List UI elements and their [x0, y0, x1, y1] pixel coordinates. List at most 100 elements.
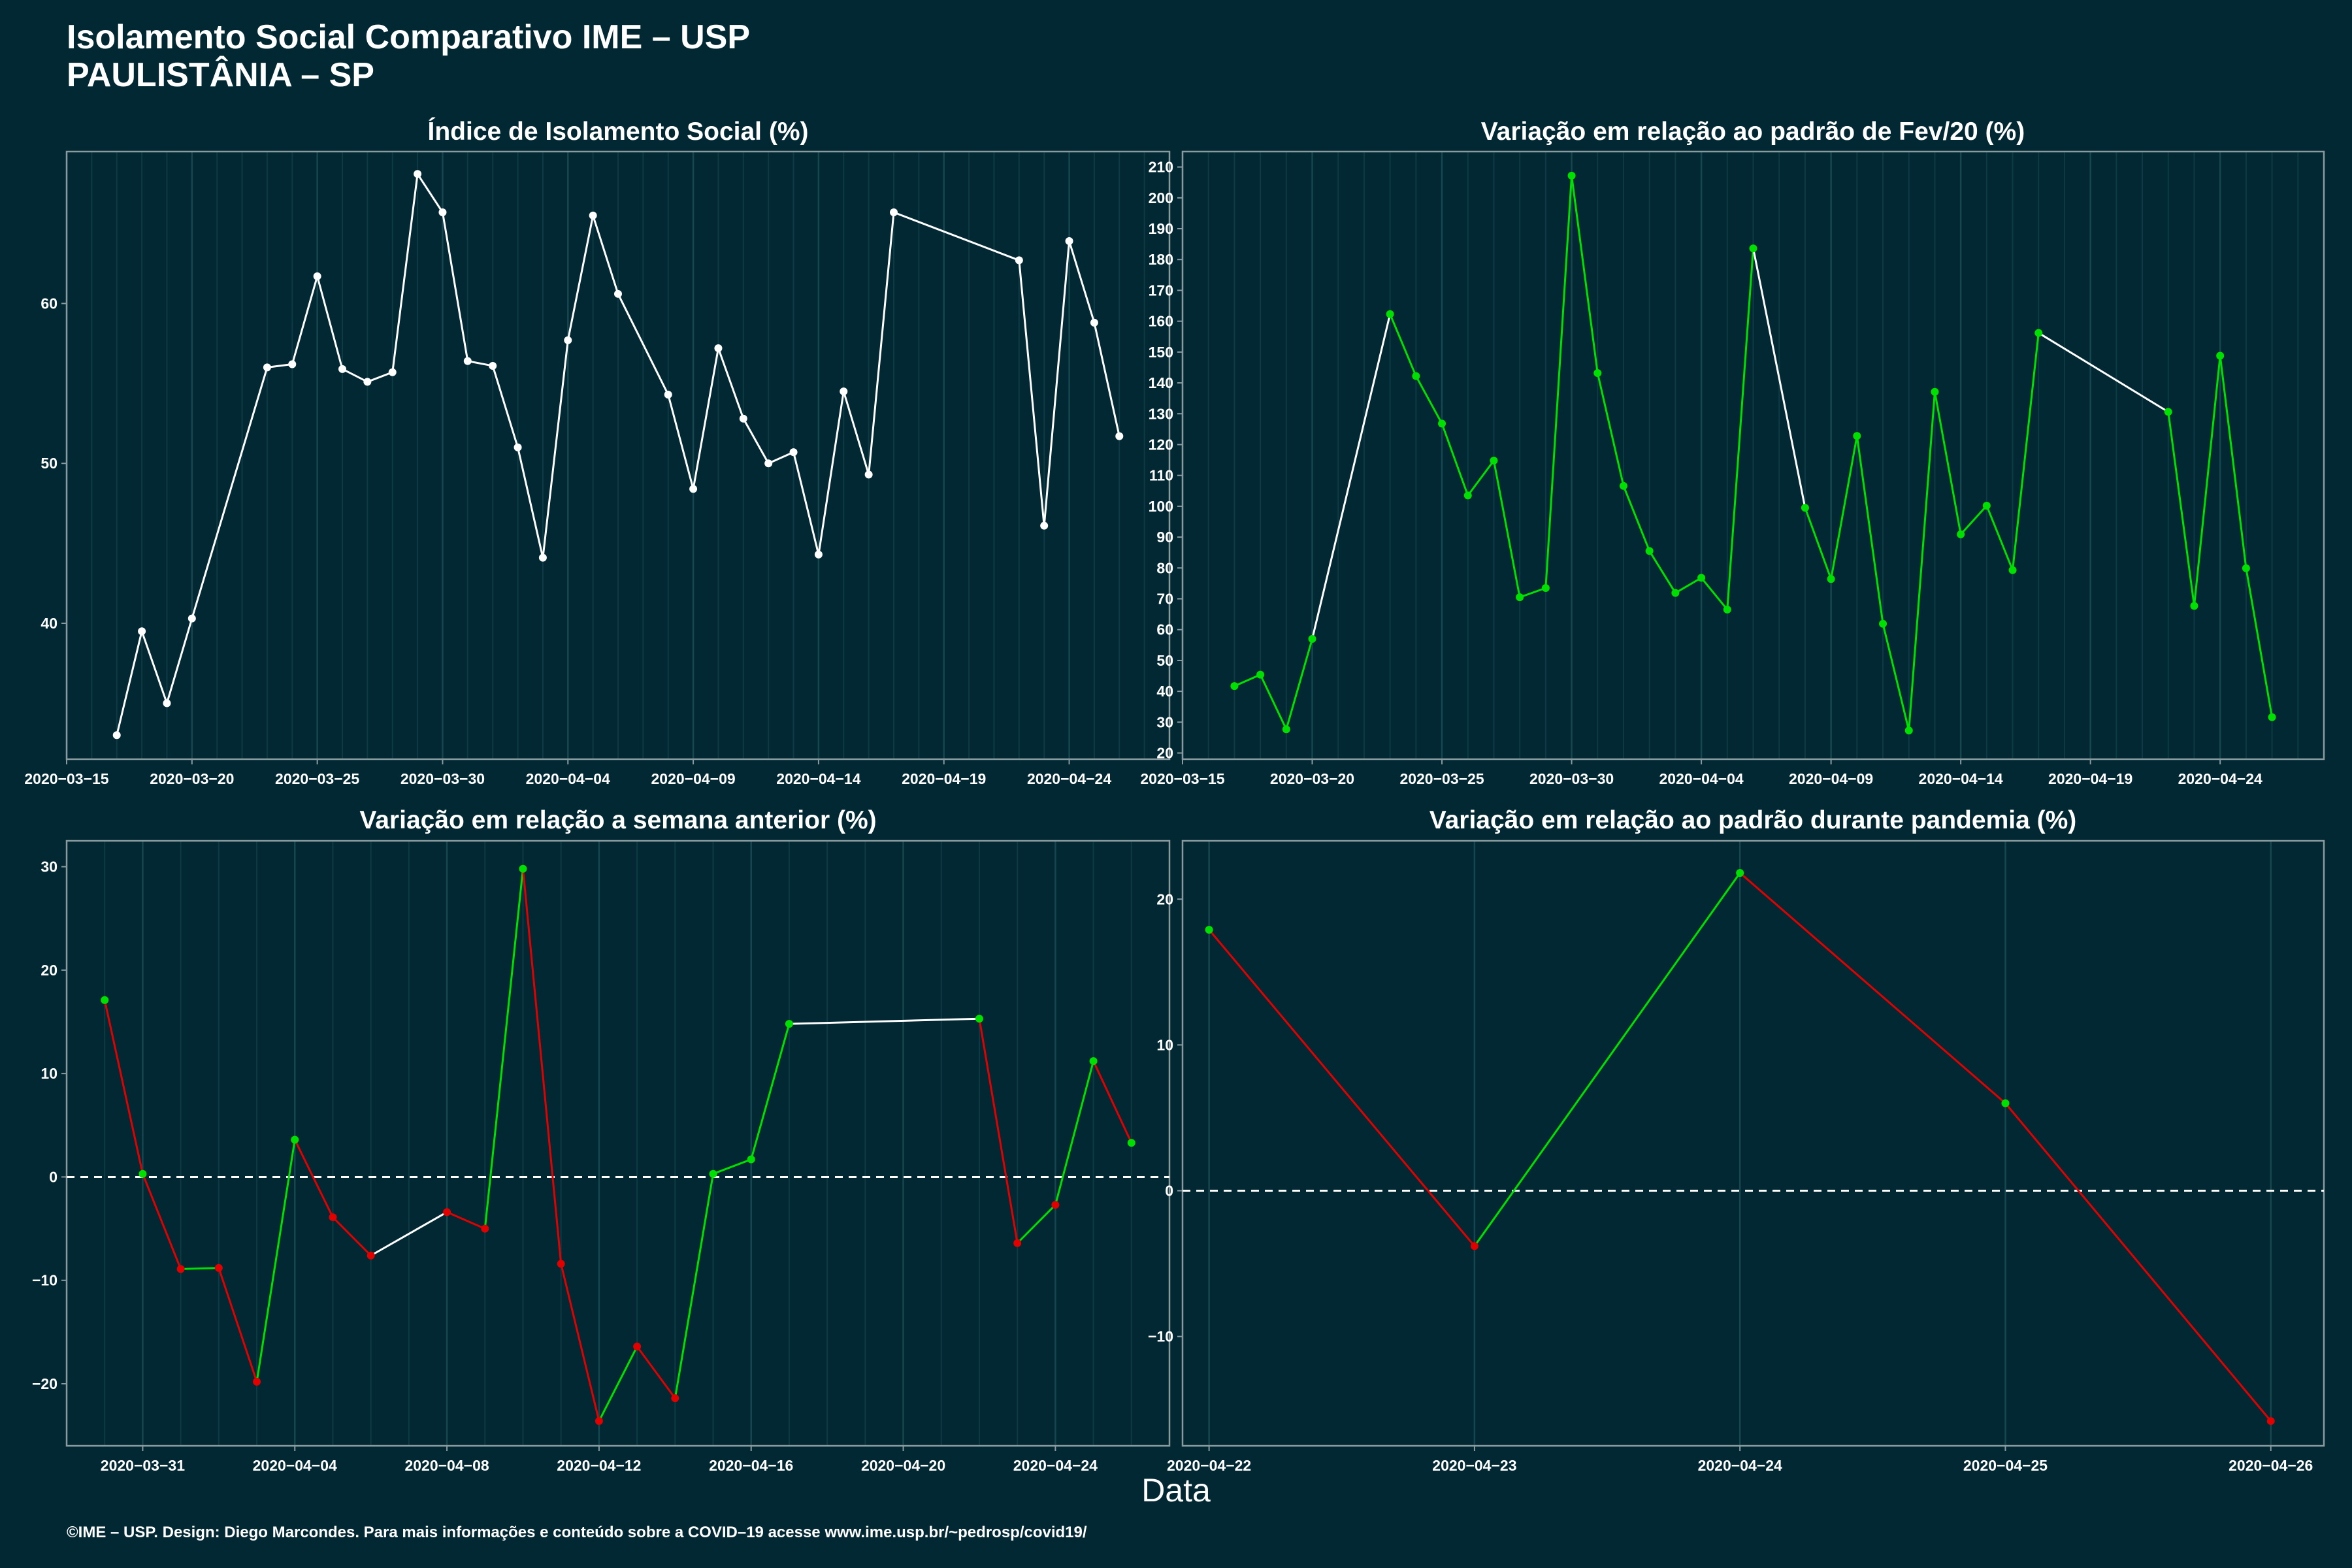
data-point: [890, 208, 898, 216]
y-tick-label: 120: [1149, 436, 1173, 453]
series: [101, 864, 1135, 1426]
series-segment: [1259, 674, 1288, 730]
x-tick-label: 2020−04−24: [1027, 770, 1111, 787]
data-point: [1308, 634, 1316, 643]
grid: [65, 152, 1170, 759]
series-segment: [792, 451, 820, 555]
series-segment: [750, 1023, 791, 1160]
data-point: [814, 550, 823, 559]
main-title: Isolamento Social Comparativo IME – USP …: [67, 18, 750, 94]
series-segment: [789, 1017, 980, 1025]
y-tick-label: 70: [1156, 591, 1173, 608]
data-point: [739, 414, 747, 423]
panel-frame: [65, 840, 1171, 1447]
series-segment: [768, 451, 794, 465]
series-segment: [191, 367, 269, 619]
series-segment: [1648, 550, 1676, 594]
data-point: [689, 485, 698, 493]
data-point: [1051, 1201, 1060, 1209]
series-segment: [1882, 623, 1910, 731]
y-tick-label: 160: [1149, 313, 1173, 330]
x-tick-label: 2020−04−20: [861, 1457, 945, 1474]
series-segment: [560, 1264, 600, 1422]
data-point: [747, 1155, 755, 1164]
series-segment: [1674, 577, 1702, 594]
data-point: [1230, 682, 1239, 691]
y-tick-label: 20: [1156, 890, 1173, 907]
series-segment: [416, 173, 444, 213]
series-segment: [2004, 1102, 2272, 1422]
x-tick-label: 2020−04−04: [1659, 770, 1743, 787]
panel-frame: [1181, 150, 2325, 760]
grid: [66, 841, 1170, 1446]
y-tick-label: 170: [1149, 282, 1173, 299]
x-tick-label: 2020−04−24: [2178, 770, 2262, 787]
y-tick-label: 50: [41, 455, 57, 472]
y-tick-label: −10: [1148, 1328, 1173, 1345]
x-tick-label: 2020−04−19: [902, 770, 986, 787]
series-segment: [617, 293, 670, 395]
y-tick-label: 180: [1149, 251, 1173, 268]
data-point: [1386, 310, 1394, 318]
data-point: [1015, 256, 1023, 265]
data-point: [664, 391, 672, 399]
data-point: [388, 368, 397, 376]
series-segment: [1804, 507, 1833, 580]
series-segment: [103, 1000, 144, 1175]
data-point: [443, 1208, 451, 1217]
series-segment: [1441, 423, 1469, 496]
panel-title: Índice de Isolamento Social (%): [428, 117, 809, 146]
panel-title: Variação em relação a semana anterior (%…: [359, 806, 876, 834]
y-tick-label: −20: [32, 1375, 57, 1392]
series-segment: [166, 618, 193, 704]
data-point: [1412, 372, 1420, 380]
x-tick-label: 2020−03−15: [24, 770, 108, 787]
x-tick-label: 2020−04−04: [526, 770, 610, 787]
x-tick-label: 2020−03−25: [1399, 770, 1484, 787]
data-point: [1089, 1057, 1098, 1066]
data-point: [1749, 244, 1757, 253]
series-segment: [2167, 412, 2195, 606]
series: [1205, 869, 2275, 1426]
data-point: [1205, 926, 1213, 934]
y-tick-label: 20: [1156, 745, 1173, 762]
grid: [1208, 841, 2272, 1446]
data-point: [1438, 419, 1446, 428]
data-point: [176, 1265, 185, 1273]
x-tick-label: 2020−04−22: [1167, 1457, 1251, 1474]
data-point: [1470, 1242, 1478, 1250]
data-point: [1723, 606, 1731, 614]
series-segment: [140, 630, 168, 704]
data-point: [1619, 482, 1627, 490]
series-segment: [1018, 260, 1045, 526]
panel-frame: [65, 150, 1171, 760]
data-point: [633, 1343, 642, 1351]
series-segment: [1752, 248, 1806, 508]
data-point: [1982, 501, 1991, 510]
data-point: [313, 272, 321, 280]
x-tick-label: 2020−03−20: [1270, 770, 1354, 787]
series-segment: [1739, 872, 2006, 1104]
y-tick-label: 0: [49, 1168, 57, 1185]
y-tick-label: 60: [1156, 621, 1173, 638]
data-point: [101, 996, 109, 1004]
data-point: [2190, 602, 2198, 610]
x-tick-label: 2020−04−09: [651, 770, 735, 787]
data-point: [785, 1020, 793, 1028]
y-tick-label: 90: [1156, 529, 1173, 546]
series-segment: [842, 391, 870, 475]
series-segment: [1492, 460, 1521, 598]
x-tick-label: 2020−03−20: [150, 770, 234, 787]
data-point: [614, 289, 622, 298]
series-segment: [1908, 391, 1936, 731]
series-segment: [1467, 460, 1495, 497]
x-tick-label: 2020−04−14: [776, 770, 860, 787]
data-point: [2164, 408, 2172, 416]
y-tick-label: 150: [1149, 344, 1173, 361]
grid: [1181, 152, 2325, 759]
y-tick-label: 80: [1156, 559, 1173, 576]
data-point: [363, 378, 372, 386]
data-point: [1090, 318, 1098, 327]
data-point: [2242, 564, 2250, 572]
series-segment: [1233, 674, 1261, 687]
